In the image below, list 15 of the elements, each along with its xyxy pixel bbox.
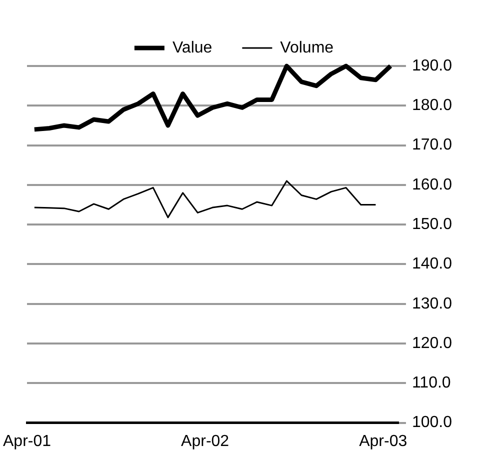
y-tick-label: 140.0 xyxy=(412,256,452,273)
y-tick-label: 130.0 xyxy=(412,295,452,312)
y-tick-label: 110.0 xyxy=(412,374,451,392)
y-tick-label: 120.0 xyxy=(412,334,452,352)
x-tick-label: Apr-01 xyxy=(2,432,52,450)
y-tick-label: 170.0 xyxy=(412,136,452,154)
y-tick-label: 100.0 xyxy=(412,414,452,432)
legend-label: Volume xyxy=(280,39,334,56)
y-tick-label: 180.0 xyxy=(412,97,452,114)
x-tick-label: Apr-02 xyxy=(181,432,230,450)
y-tick-label: 190.0 xyxy=(412,57,452,74)
legend-label: Value xyxy=(172,39,212,56)
x-tick-label: Apr-03 xyxy=(359,432,408,450)
y-tick-label: 160.0 xyxy=(412,176,452,194)
y-tick-label: 150.0 xyxy=(412,216,452,233)
